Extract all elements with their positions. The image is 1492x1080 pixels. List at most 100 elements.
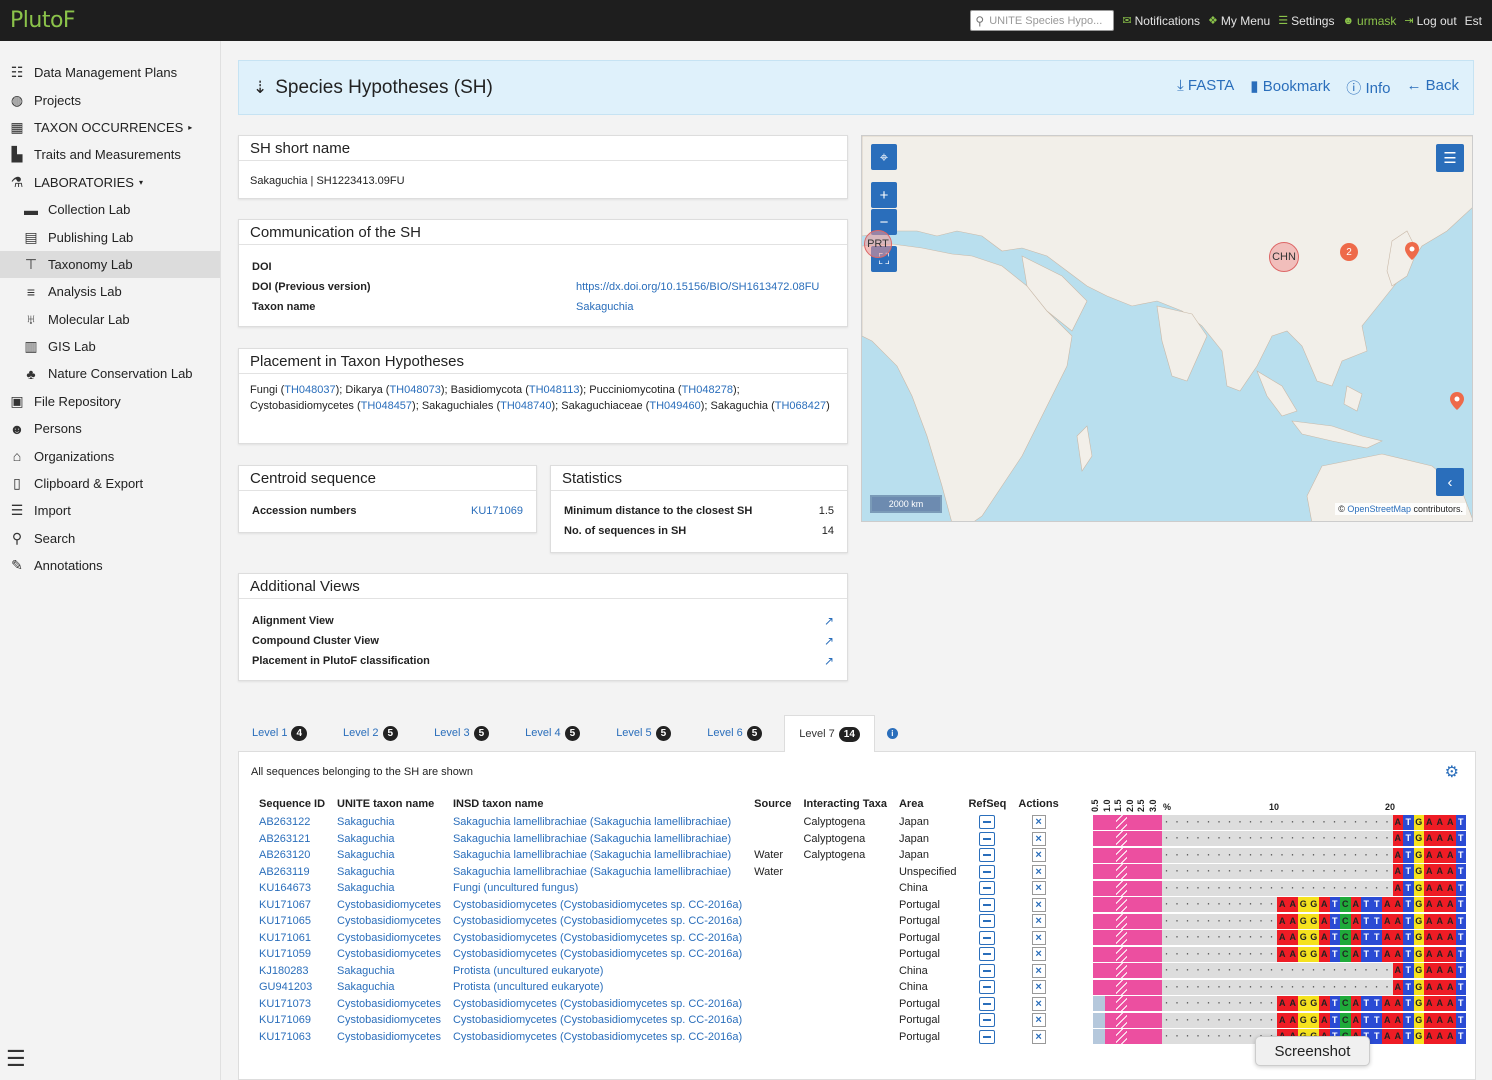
osm-link[interactable]: OpenStreetMap: [1347, 504, 1411, 514]
sidebar-item-file-repository[interactable]: ▣ File Repository: [0, 388, 220, 415]
unite-taxon-link[interactable]: Sakaguchia: [337, 816, 395, 829]
column-header[interactable]: Source: [754, 798, 792, 810]
remove-icon[interactable]: ×: [1031, 831, 1046, 846]
remove-icon[interactable]: ×: [1031, 963, 1046, 978]
global-search-input[interactable]: ⚲ UNITE Species Hypo...: [970, 10, 1115, 31]
minus-square-icon[interactable]: [979, 848, 996, 863]
marker-pin-pacific[interactable]: [1450, 392, 1464, 410]
sidebar-item-molecular-lab[interactable]: ♅ Molecular Lab: [0, 306, 220, 333]
unite-taxon-link[interactable]: Sakaguchia: [337, 981, 395, 994]
external-link-icon[interactable]: ↗: [823, 654, 834, 668]
unite-taxon-link[interactable]: Sakaguchia: [337, 964, 395, 977]
sidebar-item-annotations[interactable]: ✎ Annotations: [0, 552, 220, 579]
my-menu-link[interactable]: ❖ My Menu: [1208, 14, 1270, 28]
sequence-id-link[interactable]: GU941203: [259, 981, 313, 994]
insd-taxon-link[interactable]: Sakaguchia lamellibrachiae (Sakaguchia l…: [452, 865, 732, 878]
placement-th-link[interactable]: TH068427: [774, 400, 827, 412]
unite-taxon-link[interactable]: Cystobasidiomycetes: [337, 898, 441, 911]
minus-square-icon[interactable]: [979, 897, 996, 912]
hamburger-menu-icon[interactable]: ☰: [6, 1046, 26, 1071]
sidebar-item-taxon-occurrences[interactable]: ▦ TAXON OCCURRENCES ▸: [0, 114, 220, 141]
sidebar-item-traits-and-measurements[interactable]: ▙ Traits and Measurements: [0, 141, 220, 168]
insd-taxon-link[interactable]: Cystobasidiomycetes (Cystobasidiomycetes…: [452, 948, 743, 961]
insd-taxon-link[interactable]: Sakaguchia lamellibrachiae (Sakaguchia l…: [452, 832, 732, 845]
minus-square-icon[interactable]: [979, 930, 996, 945]
placement-th-link[interactable]: TH049460: [649, 400, 701, 412]
map[interactable]: ⌖ + − ⛶ ☰ ‹ PRT CHN 2 2000 km © OpenStre…: [861, 135, 1473, 522]
insd-taxon-link[interactable]: Cystobasidiomycetes (Cystobasidiomycetes…: [452, 1014, 743, 1027]
insd-taxon-link[interactable]: Fungi (uncultured fungus): [452, 882, 579, 895]
collapse-panel-button[interactable]: ‹: [1436, 468, 1464, 496]
fasta-button[interactable]: ⤓ FASTA: [1177, 77, 1234, 98]
insd-taxon-link[interactable]: Sakaguchia lamellibrachiae (Sakaguchia l…: [452, 849, 732, 862]
settings-link[interactable]: ☰ Settings: [1278, 14, 1334, 28]
unite-taxon-link[interactable]: Cystobasidiomycetes: [337, 1030, 441, 1043]
sidebar-item-organizations[interactable]: ⌂ Organizations: [0, 442, 220, 469]
gear-icon[interactable]: ⚙: [1444, 764, 1459, 781]
marker-cluster[interactable]: 2: [1340, 243, 1358, 261]
bookmark-button[interactable]: ▮ Bookmark: [1250, 77, 1330, 98]
sidebar-item-collection-lab[interactable]: ▬ Collection Lab: [0, 196, 220, 223]
insd-taxon-link[interactable]: Cystobasidiomycetes (Cystobasidiomycetes…: [452, 997, 743, 1010]
plutof-logo[interactable]: PlutoF: [10, 8, 76, 33]
column-header[interactable]: Interacting Taxa: [803, 798, 887, 810]
sequence-id-link[interactable]: KU171069: [259, 1014, 311, 1027]
unite-taxon-link[interactable]: Cystobasidiomycetes: [337, 931, 441, 944]
taxon-link[interactable]: Sakaguchia: [576, 301, 634, 313]
minus-square-icon[interactable]: [979, 947, 996, 962]
back-button[interactable]: ← Back: [1406, 77, 1459, 98]
sequence-id-link[interactable]: KU171065: [259, 915, 311, 928]
placement-th-link[interactable]: TH048457: [360, 400, 413, 412]
marker-pin-japan[interactable]: [1405, 242, 1419, 260]
sidebar-item-nature-conservation-lab[interactable]: ♣ Nature Conservation Lab: [0, 360, 220, 387]
insd-taxon-link[interactable]: Cystobasidiomycetes (Cystobasidiomycetes…: [452, 1030, 743, 1043]
sequence-id-link[interactable]: KU164673: [259, 882, 311, 895]
sidebar-item-taxonomy-lab[interactable]: ⊤ Taxonomy Lab: [0, 250, 220, 279]
unite-taxon-link[interactable]: Cystobasidiomycetes: [337, 997, 441, 1010]
sidebar-item-laboratories[interactable]: ⚗ LABORATORIES ▾: [0, 169, 220, 196]
minus-square-icon[interactable]: [979, 914, 996, 929]
minus-square-icon[interactable]: [979, 1029, 996, 1044]
unite-taxon-link[interactable]: Sakaguchia: [337, 882, 395, 895]
remove-icon[interactable]: ×: [1031, 914, 1046, 929]
sequence-id-link[interactable]: KU171073: [259, 997, 311, 1010]
column-header[interactable]: Area: [898, 798, 924, 810]
sequence-id-link[interactable]: KU171059: [259, 948, 311, 961]
zoom-in-button[interactable]: +: [871, 182, 897, 208]
minus-square-icon[interactable]: [979, 815, 996, 830]
placement-th-link[interactable]: TH048073: [389, 384, 441, 396]
remove-icon[interactable]: ×: [1031, 947, 1046, 962]
column-header[interactable]: Actions: [1018, 798, 1059, 810]
column-header[interactable]: UNITE taxon name: [337, 798, 435, 810]
sequence-id-link[interactable]: AB263119: [259, 865, 310, 878]
remove-icon[interactable]: ×: [1031, 930, 1046, 945]
minus-square-icon[interactable]: [979, 881, 996, 896]
column-header[interactable]: RefSeq: [968, 798, 1007, 810]
tab-level-7[interactable]: Level 7 14: [784, 715, 875, 752]
user-link[interactable]: ☻ urmask: [1342, 14, 1396, 28]
external-link-icon[interactable]: ↗: [823, 634, 834, 648]
remove-icon[interactable]: ×: [1031, 980, 1046, 995]
unite-taxon-link[interactable]: Sakaguchia: [337, 832, 395, 845]
external-link-icon[interactable]: ↗: [823, 614, 834, 628]
info-button[interactable]: ⓘ Info: [1346, 77, 1390, 98]
marker-prt[interactable]: PRT: [864, 230, 892, 258]
unite-taxon-link[interactable]: Cystobasidiomycetes: [337, 915, 441, 928]
sidebar-item-persons[interactable]: ☻ Persons: [0, 415, 220, 442]
insd-taxon-link[interactable]: Cystobasidiomycetes (Cystobasidiomycetes…: [452, 915, 743, 928]
remove-icon[interactable]: ×: [1031, 1013, 1046, 1028]
insd-taxon-link[interactable]: Protista (uncultured eukaryote): [452, 981, 604, 994]
placement-th-link[interactable]: TH048113: [528, 384, 580, 396]
column-header[interactable]: Sequence ID: [259, 798, 326, 810]
sidebar-item-data-management-plans[interactable]: ☷ Data Management Plans: [0, 59, 220, 86]
locate-button[interactable]: ⌖: [871, 144, 897, 170]
sequence-id-link[interactable]: KJ180283: [259, 964, 309, 977]
sidebar-item-gis-lab[interactable]: ▥ GIS Lab: [0, 333, 220, 360]
sequence-id-link[interactable]: AB263120: [259, 849, 311, 862]
layers-menu-button[interactable]: ☰: [1436, 144, 1464, 172]
